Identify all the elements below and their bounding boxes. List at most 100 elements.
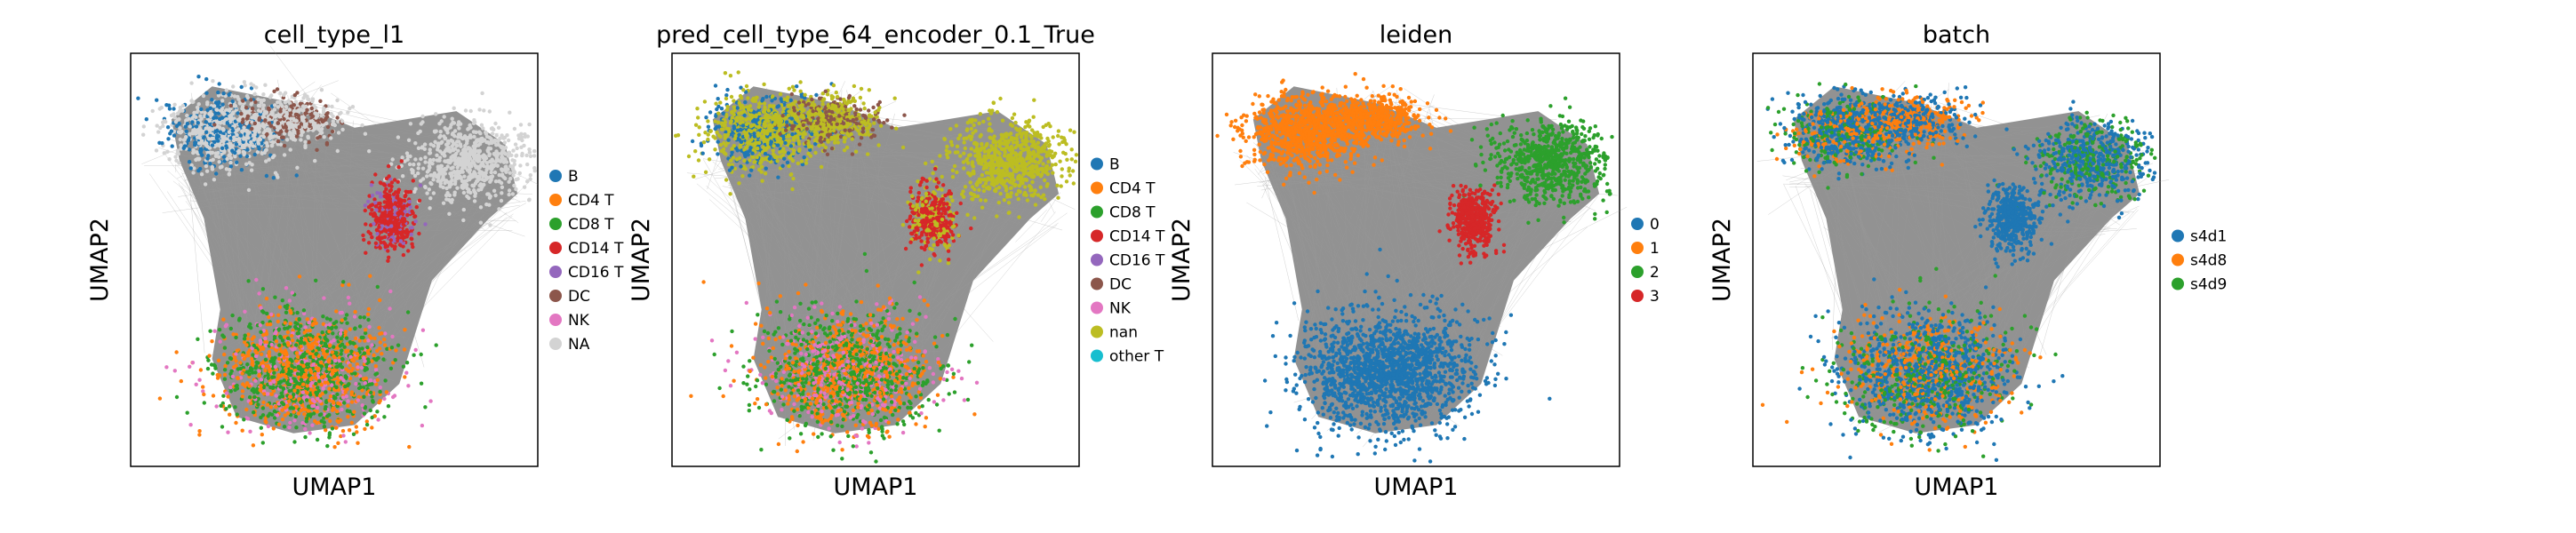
point [334, 351, 339, 355]
point [284, 129, 289, 133]
point [355, 352, 359, 356]
point [461, 190, 467, 195]
point [216, 120, 220, 125]
point [287, 370, 292, 376]
point [303, 143, 308, 148]
point [511, 173, 516, 178]
point [344, 313, 349, 317]
point [414, 204, 419, 210]
point [220, 107, 224, 112]
point [727, 168, 732, 172]
point [764, 166, 768, 171]
point [320, 119, 325, 124]
point [324, 121, 329, 126]
legend-label: CD8 T [568, 216, 614, 234]
point [234, 359, 238, 363]
point [296, 411, 301, 416]
point [377, 346, 382, 351]
point [329, 111, 333, 116]
point [208, 106, 212, 111]
point [346, 399, 350, 403]
point [396, 164, 401, 170]
point [233, 405, 237, 410]
point [319, 360, 324, 365]
point [172, 107, 176, 111]
point [499, 198, 504, 203]
point [765, 146, 770, 150]
point [791, 176, 796, 181]
point [243, 84, 247, 88]
point [232, 135, 236, 139]
point [197, 378, 202, 382]
point [788, 98, 793, 103]
point [449, 155, 453, 160]
point [462, 165, 467, 170]
point [434, 112, 438, 116]
point [301, 395, 306, 400]
point [198, 150, 203, 155]
point [270, 111, 275, 115]
point [459, 144, 463, 148]
point [404, 151, 410, 155]
point [340, 282, 345, 288]
point [239, 84, 244, 90]
point [331, 331, 335, 336]
point [240, 389, 245, 394]
point [783, 140, 788, 146]
point [489, 170, 493, 175]
point [242, 418, 246, 422]
point [436, 145, 440, 149]
point [788, 144, 794, 148]
point [322, 107, 326, 111]
point [211, 157, 215, 162]
point [287, 389, 292, 394]
point [512, 158, 516, 163]
point [228, 160, 233, 165]
point [312, 124, 316, 130]
point [302, 341, 307, 346]
point [245, 131, 250, 135]
legend-marker [549, 218, 562, 230]
point [281, 370, 285, 374]
point [412, 163, 416, 167]
point [277, 380, 282, 386]
point [342, 345, 347, 349]
point [318, 399, 323, 403]
point [357, 324, 363, 329]
point [187, 116, 191, 121]
point [264, 173, 269, 179]
point [762, 82, 766, 87]
point [423, 185, 428, 189]
point [378, 201, 382, 206]
point [796, 161, 800, 166]
point [401, 222, 405, 227]
point [373, 241, 379, 245]
point [739, 139, 744, 144]
point [340, 127, 345, 132]
point [365, 349, 370, 354]
point [475, 179, 479, 184]
point [340, 310, 344, 315]
point [365, 312, 371, 317]
point [370, 193, 375, 198]
point [247, 384, 252, 388]
point [330, 104, 334, 109]
point [275, 377, 280, 382]
point [427, 187, 431, 192]
point [242, 125, 246, 130]
point [437, 169, 442, 173]
point [767, 156, 772, 161]
point [436, 173, 441, 179]
point [343, 390, 348, 394]
point [315, 437, 320, 442]
point [411, 211, 415, 216]
point [347, 428, 352, 433]
point [382, 396, 387, 402]
point [445, 139, 451, 144]
point [373, 200, 378, 205]
point [451, 165, 455, 170]
panel-title: cell_type_l1 [264, 21, 404, 49]
point [764, 131, 770, 136]
legend-marker [549, 314, 562, 326]
